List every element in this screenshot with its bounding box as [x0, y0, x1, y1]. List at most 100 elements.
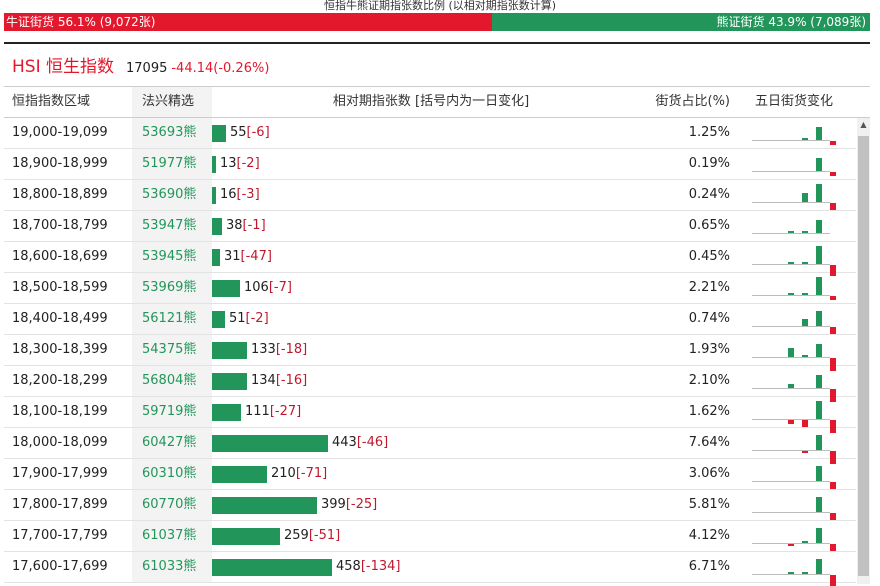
table-row[interactable]: 18,300-18,399 54375熊 133 [-18] 1.93%: [4, 335, 856, 372]
range-cell: 18,000-18,099: [12, 435, 108, 450]
sparkline-bar: [816, 465, 822, 481]
sparkline-bar: [816, 246, 822, 264]
trend-cell: [748, 552, 840, 586]
five-day-sparkline: [752, 459, 840, 489]
range-cell: 17,600-17,699: [12, 559, 108, 574]
count-change: [-2]: [236, 156, 260, 171]
sparkline-bar: [830, 172, 836, 177]
five-day-sparkline: [752, 211, 840, 241]
count-cell: 134 [-16]: [212, 366, 650, 396]
trend-cell: [748, 428, 840, 465]
count-bar: [212, 341, 247, 359]
table-header: 恒指指数区域 法兴精选 相对期指张数 [括号内为一日变化] 街货占比(%) 五日…: [4, 87, 870, 118]
trend-cell: [748, 242, 840, 276]
count-bar: [212, 465, 267, 483]
column-header-pct[interactable]: 街货占比(%): [655, 94, 731, 109]
count-label: 106: [244, 280, 269, 295]
table-row[interactable]: 18,800-18,899 53690熊 16 [-3] 0.24%: [4, 180, 856, 211]
sparkline-bar: [802, 354, 808, 357]
sparkline-bar: [802, 420, 808, 427]
sparkline-bar: [816, 126, 822, 140]
count-label: 38: [226, 218, 243, 233]
table-row[interactable]: 17,800-17,899 60770熊 399 [-25] 5.81%: [4, 490, 856, 521]
count-cell: 458 [-134]: [212, 552, 650, 582]
vertical-scrollbar[interactable]: ▲: [857, 118, 870, 584]
table-row[interactable]: 18,000-18,099 60427熊 443 [-46] 7.64%: [4, 428, 856, 465]
pct-cell: 6.71%: [688, 559, 730, 574]
sparkline-bar: [788, 420, 794, 425]
range-cell: 18,900-18,999: [12, 156, 108, 171]
sparkline-baseline: [752, 419, 830, 420]
count-bar: [212, 217, 222, 235]
count-bar: [212, 372, 247, 390]
five-day-sparkline: [752, 521, 840, 551]
sparkline-bar: [830, 296, 836, 301]
table-row[interactable]: 17,900-17,999 60310熊 210 [-71] 3.06%: [4, 459, 856, 490]
table-row[interactable]: 18,400-18,499 56121熊 51 [-2] 0.74%: [4, 304, 856, 335]
range-cell: 18,800-18,899: [12, 187, 108, 202]
count-cell: 106 [-7]: [212, 273, 650, 303]
table-row[interactable]: 18,500-18,599 53969熊 106 [-7] 2.21%: [4, 273, 856, 304]
cbbc-code-link[interactable]: 61037熊: [132, 521, 212, 551]
five-day-sparkline: [752, 366, 840, 403]
count-label: 399: [321, 497, 346, 512]
cbbc-code-link[interactable]: 60770熊: [132, 490, 212, 520]
cbbc-code-link[interactable]: 60427熊: [132, 428, 212, 458]
cbbc-code-link[interactable]: 53969熊: [132, 273, 212, 303]
table-row[interactable]: 19,000-19,099 53693熊 55 [-6] 1.25%: [4, 118, 856, 149]
sparkline-bar: [816, 401, 822, 419]
scrollbar-thumb[interactable]: [858, 136, 869, 576]
cbbc-code-link[interactable]: 51977熊: [132, 149, 212, 179]
cbbc-code-link[interactable]: 53693熊: [132, 118, 212, 148]
sparkline-bar: [802, 571, 808, 574]
count-change: [-3]: [236, 187, 260, 202]
sparkline-bar: [830, 544, 836, 551]
column-header-trend[interactable]: 五日街货变化: [754, 94, 833, 109]
table-row[interactable]: 17,600-17,699 61033熊 458 [-134] 6.71%: [4, 552, 856, 586]
cbbc-code-link[interactable]: 53945熊: [132, 242, 212, 272]
sparkline-baseline: [752, 388, 830, 389]
sparkline-bar: [816, 374, 822, 388]
range-cell: 18,600-18,699: [12, 249, 108, 264]
column-header-range[interactable]: 恒指指数区域: [12, 94, 91, 109]
count-label: 51: [229, 311, 246, 326]
five-day-sparkline: [752, 304, 840, 334]
sparkline-baseline: [752, 202, 830, 203]
index-name[interactable]: HSI 恒生指数: [12, 57, 114, 77]
trend-cell: [748, 149, 840, 179]
table-row[interactable]: 18,600-18,699 53945熊 31 [-47] 0.45%: [4, 242, 856, 276]
sparkline-bar: [802, 540, 808, 543]
cbbc-code-link[interactable]: 59719熊: [132, 397, 212, 427]
table-row[interactable]: 18,900-18,999 51977熊 13 [-2] 0.19%: [4, 149, 856, 180]
sparkline-bar: [830, 358, 836, 372]
pct-cell: 2.10%: [688, 373, 730, 388]
table-row[interactable]: 17,700-17,799 61037熊 259 [-51] 4.12%: [4, 521, 856, 552]
cbbc-code-link[interactable]: 60310熊: [132, 459, 212, 489]
cbbc-code-link[interactable]: 56121熊: [132, 304, 212, 334]
table-row[interactable]: 18,100-18,199 59719熊 111 [-27] 1.62%: [4, 397, 856, 434]
cbbc-code-link[interactable]: 61033熊: [132, 552, 212, 582]
range-cell: 19,000-19,099: [12, 125, 108, 140]
column-header-cbbc[interactable]: 法兴精选: [132, 87, 212, 117]
table-row[interactable]: 18,700-18,799 53947熊 38 [-1] 0.65%: [4, 211, 856, 242]
pct-cell: 0.45%: [688, 249, 730, 264]
sparkline-bar: [788, 292, 794, 295]
sparkline-bar: [802, 319, 808, 326]
count-bar: [212, 186, 216, 204]
sparkline-baseline: [752, 481, 830, 482]
sparkline-baseline: [752, 295, 830, 296]
cbbc-code-link[interactable]: 54375熊: [132, 335, 212, 365]
trend-cell: [748, 304, 840, 334]
count-cell: 13 [-2]: [212, 149, 650, 179]
count-bar: [212, 527, 280, 545]
scroll-up-arrow-icon[interactable]: ▲: [857, 118, 870, 132]
table-row[interactable]: 18,200-18,299 56804熊 134 [-16] 2.10%: [4, 366, 856, 403]
trend-cell: [748, 490, 840, 520]
cbbc-code-link[interactable]: 53690熊: [132, 180, 212, 210]
cbbc-code-link[interactable]: 53947熊: [132, 211, 212, 241]
trend-cell: [748, 273, 840, 303]
column-header-count[interactable]: 相对期指张数 [括号内为一日变化]: [332, 94, 530, 109]
cbbc-code-link[interactable]: 56804熊: [132, 366, 212, 396]
index-change: -44.14(-0.26%): [171, 61, 270, 76]
count-bar: [212, 124, 226, 142]
